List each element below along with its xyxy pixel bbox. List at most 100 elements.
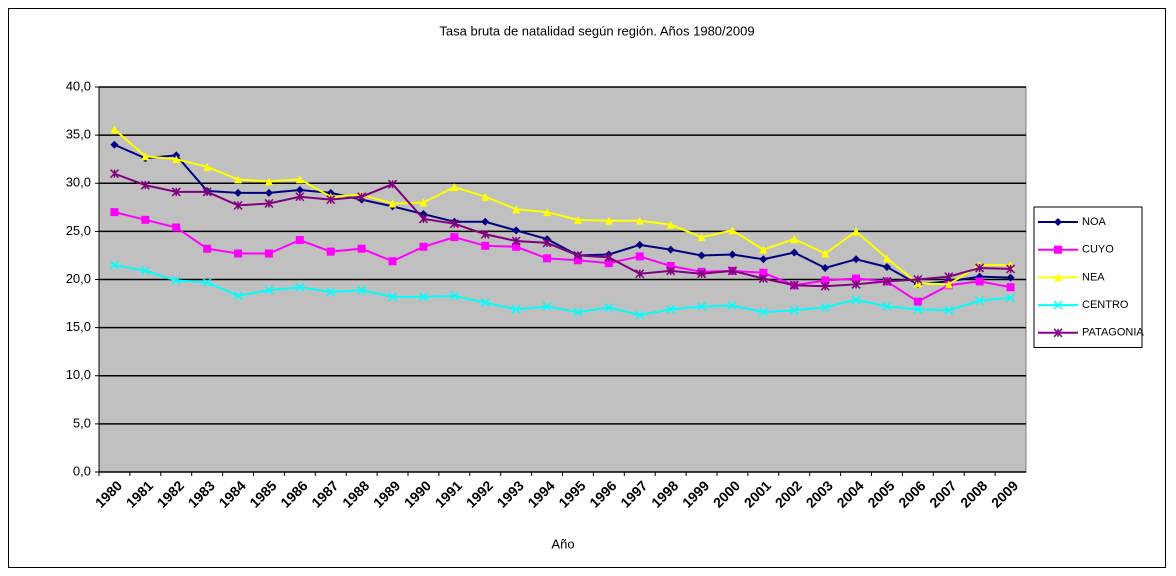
chart-title: Tasa bruta de natalidad según región. Añ…: [439, 23, 754, 38]
y-tick-label: 15,0: [66, 319, 91, 334]
y-tick-label: 0,0: [73, 463, 91, 478]
point: [697, 251, 706, 260]
point: [882, 262, 891, 271]
series-line: [114, 172, 1011, 288]
point: [295, 282, 305, 292]
point: [821, 249, 830, 258]
point: [573, 307, 583, 317]
series-line: [113, 128, 1011, 286]
point: [543, 208, 552, 217]
point: [944, 305, 954, 315]
point: [295, 185, 304, 194]
y-tick-label: 5,0: [73, 415, 91, 430]
series-line: [114, 264, 1011, 317]
point: [852, 255, 861, 264]
point: [542, 301, 552, 311]
point: [480, 229, 490, 239]
point: [481, 192, 490, 201]
point: [110, 125, 119, 134]
point: [759, 268, 768, 277]
point: [234, 249, 243, 258]
point: [635, 216, 644, 225]
point: [450, 183, 459, 192]
point: [666, 245, 675, 254]
y-tick-label: 20,0: [66, 271, 91, 286]
point: [1054, 273, 1062, 282]
point: [604, 302, 614, 312]
point: [666, 304, 676, 314]
point: [697, 233, 706, 242]
point: [1054, 245, 1062, 254]
point: [234, 188, 243, 197]
point: [172, 223, 181, 232]
point: [1006, 264, 1016, 274]
point: [512, 205, 521, 214]
point: [913, 297, 922, 306]
point: [264, 285, 274, 295]
point: [233, 291, 243, 301]
point: [913, 304, 923, 314]
point: [851, 279, 861, 289]
point: [604, 252, 614, 262]
point: [418, 214, 428, 224]
point: [141, 152, 150, 161]
point: [109, 260, 119, 270]
point: [852, 227, 861, 236]
point: [789, 305, 799, 315]
point: [171, 187, 181, 197]
point: [944, 280, 953, 289]
point: [264, 188, 273, 197]
point: [944, 272, 954, 282]
point: [758, 274, 768, 284]
point: [789, 280, 799, 290]
point: [449, 291, 459, 301]
point: [666, 266, 676, 276]
point: [419, 198, 428, 207]
series-line: [114, 211, 1011, 303]
point: [388, 257, 397, 266]
point: [418, 292, 428, 302]
y-tick-label: 30,0: [66, 175, 91, 190]
point: [203, 162, 212, 171]
point: [666, 262, 675, 271]
point: [882, 276, 892, 286]
point: [172, 155, 181, 164]
point: [202, 277, 212, 287]
x-axis-label: Año: [551, 536, 574, 551]
point: [542, 238, 552, 248]
point: [913, 274, 923, 285]
y-tick-label: 25,0: [66, 223, 91, 238]
point: [109, 169, 119, 179]
point: [203, 244, 212, 253]
point: [1006, 283, 1015, 292]
legend-label: PATAGONIA: [1082, 327, 1144, 339]
point: [202, 187, 212, 197]
point: [543, 254, 552, 263]
point: [758, 307, 768, 317]
point: [171, 275, 181, 285]
series-line: [114, 143, 1011, 286]
point: [975, 263, 985, 273]
point: [1006, 273, 1015, 282]
point: [512, 226, 521, 235]
legend-label: CENTRO: [1082, 299, 1129, 311]
point: [295, 192, 305, 202]
point: [419, 242, 428, 251]
point: [820, 281, 830, 291]
point: [852, 274, 861, 283]
point: [635, 269, 645, 279]
point: [635, 252, 644, 261]
point: [264, 198, 274, 208]
point: [233, 200, 243, 210]
point: [727, 266, 737, 276]
point: [140, 180, 150, 190]
point: [450, 233, 459, 242]
point: [388, 199, 397, 208]
point: [573, 215, 582, 224]
point: [1053, 328, 1063, 338]
point: [326, 195, 336, 205]
point: [573, 250, 583, 260]
point: [790, 248, 799, 257]
